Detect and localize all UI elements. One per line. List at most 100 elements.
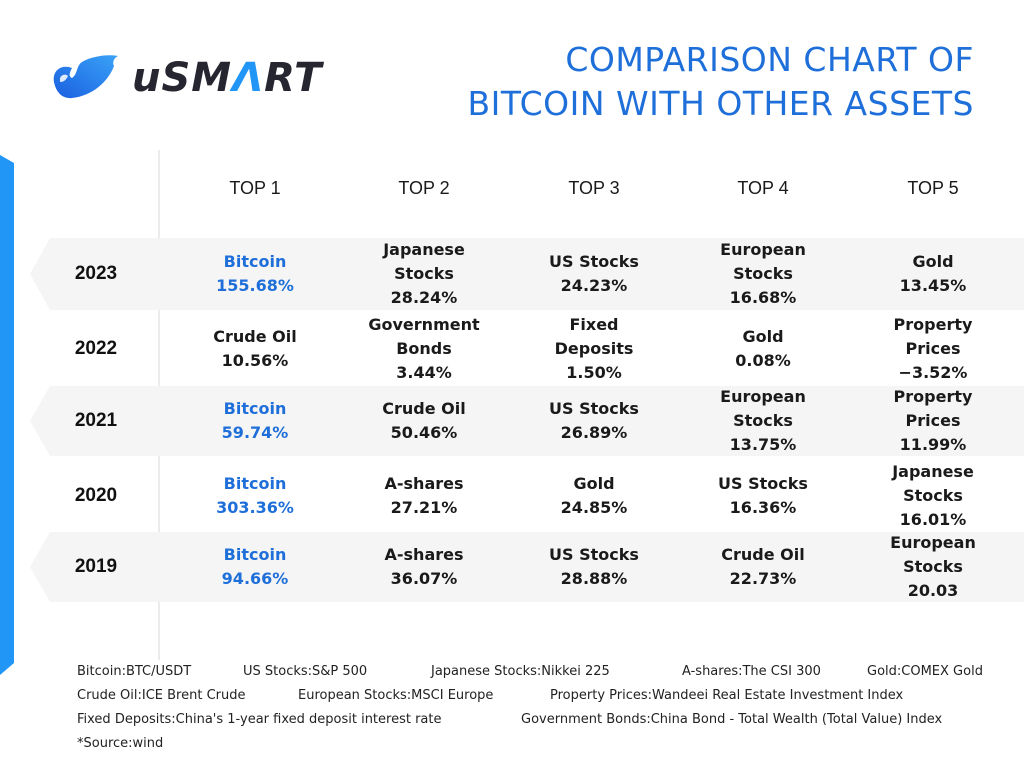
footnote-item: Japanese Stocks:Nikkei 225 xyxy=(431,664,610,679)
header-top-2: TOP 2 xyxy=(398,178,450,198)
asset-return: 26.89% xyxy=(560,423,628,442)
row-year: 2023 xyxy=(74,263,118,284)
asset-cell: European Stocks 20.03 xyxy=(848,531,1018,603)
asset-name: Crude Oil xyxy=(213,327,297,346)
asset-name: European Stocks xyxy=(720,387,806,430)
header-top-4: TOP 4 xyxy=(737,178,789,198)
brand-wordmark: uSM Λ RT xyxy=(132,55,322,101)
table-header-row: TOP 1 TOP 2 TOP 3 TOP 4 TOP 5 xyxy=(0,178,1024,208)
footnote-item: Fixed Deposits:China's 1-year fixed depo… xyxy=(77,712,442,727)
asset-cell: Fixed Deposits 1.50% xyxy=(509,313,679,385)
asset-name: A-shares xyxy=(384,474,464,493)
asset-cell: Bitcoin 303.36% xyxy=(170,472,340,520)
footnote-item: Government Bonds:China Bond - Total Weal… xyxy=(521,712,943,727)
header-top-5: TOP 5 xyxy=(907,178,959,198)
asset-return: 94.66% xyxy=(221,569,289,588)
asset-return: 3.44% xyxy=(396,363,452,382)
footnote-item: Property Prices:Wandeei Real Estate Inve… xyxy=(550,688,904,703)
asset-name: Bitcoin xyxy=(223,545,287,564)
asset-name: Government Bonds xyxy=(368,315,480,358)
asset-cell: Gold 13.45% xyxy=(848,250,1018,298)
asset-return: 303.36% xyxy=(216,498,294,517)
table-row: 2020 Bitcoin 303.36% A-shares 27.21% Gold 24.8… xyxy=(0,458,1024,534)
footnote-item: Bitcoin:BTC/USDT xyxy=(77,664,192,679)
asset-name: Gold xyxy=(912,252,954,271)
footnote-item: Gold:COMEX Gold xyxy=(867,664,983,679)
asset-name: Property Prices xyxy=(893,387,973,430)
asset-name: Crude Oil xyxy=(721,545,805,564)
asset-cell: Property Prices 11.99% xyxy=(848,385,1018,457)
asset-name: US Stocks xyxy=(549,545,639,564)
asset-name: European Stocks xyxy=(890,533,976,576)
asset-return: 16.01% xyxy=(899,510,967,529)
asset-return: 155.68% xyxy=(216,276,294,295)
asset-name: A-shares xyxy=(384,545,464,564)
row-shade xyxy=(30,532,1024,602)
footnote-source: *Source:wind xyxy=(77,736,164,751)
asset-cell: A-shares 27.21% xyxy=(339,472,509,520)
header-top-3: TOP 3 xyxy=(568,178,620,198)
asset-name: US Stocks xyxy=(718,474,808,493)
asset-return: 10.56% xyxy=(221,351,289,370)
asset-cell: European Stocks 16.68% xyxy=(678,238,848,310)
table-row: 2021 Bitcoin 59.74% Crude Oil 50.46% US Stock… xyxy=(0,386,1024,456)
asset-cell: Gold 0.08% xyxy=(678,325,848,373)
asset-cell: Bitcoin 94.66% xyxy=(170,543,340,591)
asset-cell: Gold 24.85% xyxy=(509,472,679,520)
footnote-line-1: Bitcoin:BTC/USDT US Stocks:S&P 500 Japan… xyxy=(77,660,1017,684)
asset-return: 28.24% xyxy=(390,288,458,307)
asset-name: Bitcoin xyxy=(223,399,287,418)
footnotes: Bitcoin:BTC/USDT US Stocks:S&P 500 Japan… xyxy=(77,660,1017,756)
asset-return: 13.75% xyxy=(729,435,797,454)
footnote-item: A-shares:The CSI 300 xyxy=(682,664,821,679)
row-shade xyxy=(30,386,1024,456)
title-line-2: BITCOIN WITH OTHER ASSETS xyxy=(467,84,974,123)
title-line-1: COMPARISON CHART OF xyxy=(565,40,974,79)
footnote-line-2: Crude Oil:ICE Brent Crude European Stock… xyxy=(77,684,1017,708)
asset-cell: Japanese Stocks 28.24% xyxy=(339,238,509,310)
asset-return: 1.50% xyxy=(566,363,622,382)
asset-name: Bitcoin xyxy=(223,474,287,493)
asset-cell: Crude Oil 10.56% xyxy=(170,325,340,373)
asset-name: Bitcoin xyxy=(223,252,287,271)
asset-name: European Stocks xyxy=(720,240,806,283)
asset-return: 28.88% xyxy=(560,569,628,588)
asset-cell: US Stocks 24.23% xyxy=(509,250,679,298)
asset-name: Gold xyxy=(573,474,615,493)
asset-name: Crude Oil xyxy=(382,399,466,418)
asset-return: 16.36% xyxy=(729,498,797,517)
asset-name: US Stocks xyxy=(549,399,639,418)
footnote-item: US Stocks:S&P 500 xyxy=(243,664,368,679)
asset-cell: Bitcoin 155.68% xyxy=(170,250,340,298)
header-top-1: TOP 1 xyxy=(229,178,281,198)
row-year: 2021 xyxy=(74,410,118,431)
asset-cell: US Stocks 28.88% xyxy=(509,543,679,591)
asset-name: Property Prices xyxy=(893,315,973,358)
asset-return: 36.07% xyxy=(390,569,458,588)
asset-return: −3.52% xyxy=(898,363,968,382)
asset-cell: European Stocks 13.75% xyxy=(678,385,848,457)
asset-return: 24.85% xyxy=(560,498,628,517)
table-row: 2023 Bitcoin 155.68% Japanese Stocks 28.24% US… xyxy=(0,238,1024,310)
asset-cell: Bitcoin 59.74% xyxy=(170,397,340,445)
left-accent-bar xyxy=(0,155,14,675)
asset-return: 59.74% xyxy=(221,423,289,442)
asset-return: 16.68% xyxy=(729,288,797,307)
asset-return: 20.03 xyxy=(907,581,959,600)
table-row: 2022 Crude Oil 10.56% Government Bonds 3.44% F… xyxy=(0,312,1024,386)
asset-return: 27.21% xyxy=(390,498,458,517)
asset-name: Gold xyxy=(742,327,784,346)
asset-name: US Stocks xyxy=(549,252,639,271)
asset-cell: Property Prices −3.52% xyxy=(848,313,1018,385)
row-year: 2022 xyxy=(74,338,118,359)
row-shade xyxy=(30,238,1024,310)
asset-cell: US Stocks 26.89% xyxy=(509,397,679,445)
asset-return: 50.46% xyxy=(390,423,458,442)
dolphin-logo-icon xyxy=(53,55,118,99)
brand-name-prefix: uSM xyxy=(132,55,233,101)
asset-return: 13.45% xyxy=(899,276,967,295)
asset-cell: A-shares 36.07% xyxy=(339,543,509,591)
asset-cell: Crude Oil 50.46% xyxy=(339,397,509,445)
asset-return: 24.23% xyxy=(560,276,628,295)
asset-cell: Japanese Stocks 16.01% xyxy=(848,460,1018,532)
